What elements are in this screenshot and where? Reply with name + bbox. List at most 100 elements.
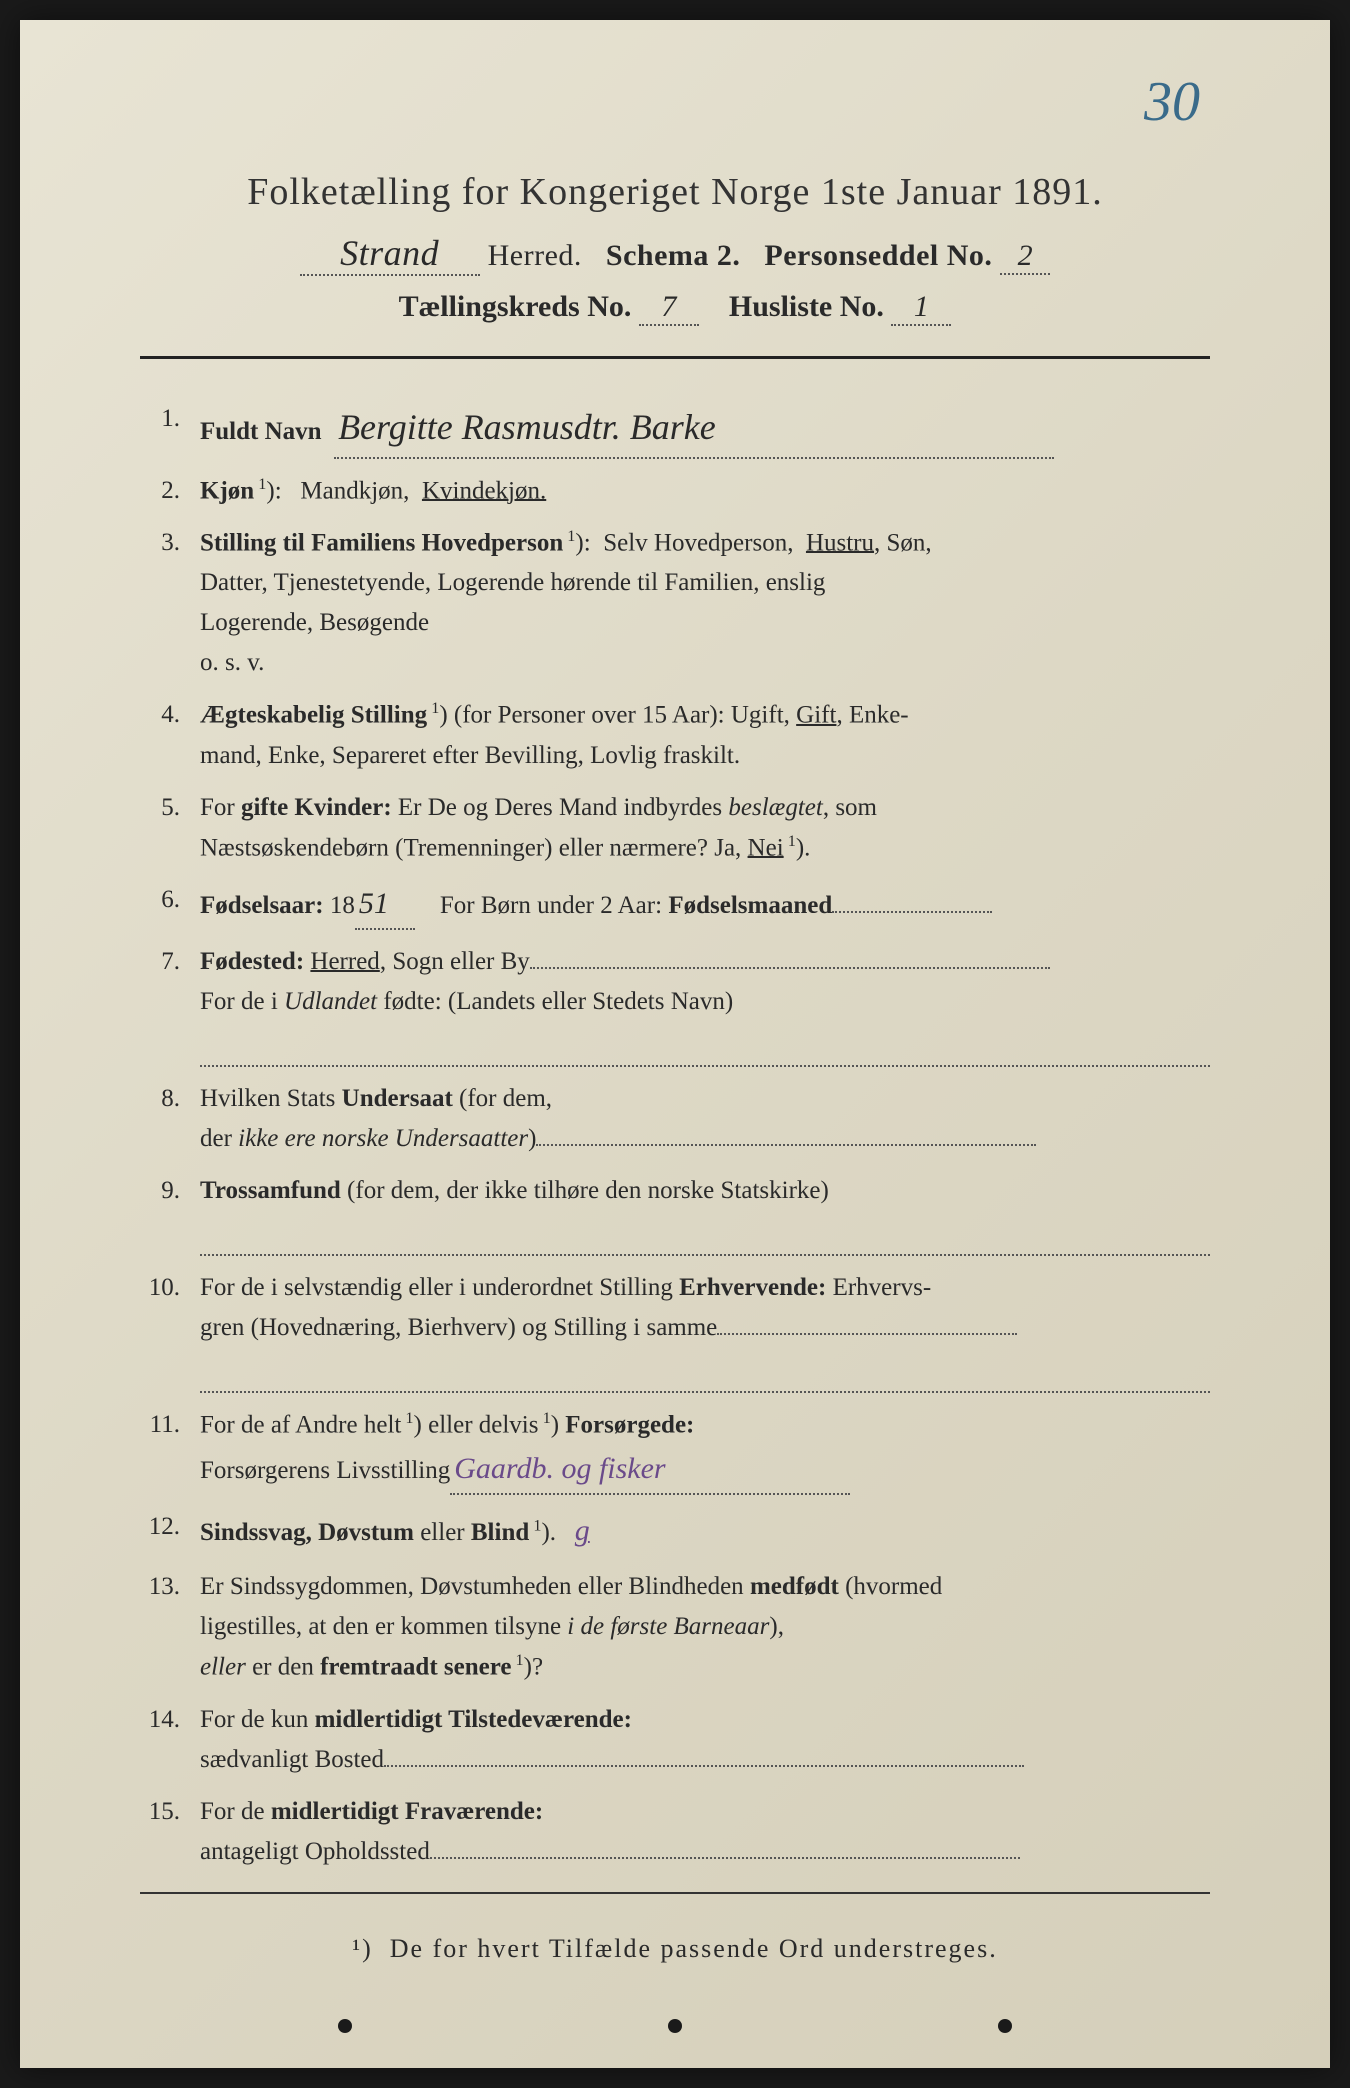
q12-value: g: [575, 1514, 590, 1547]
q5-e: , som: [823, 794, 877, 821]
herred-label: Herred.: [488, 239, 582, 272]
item-6: 6. Fødselsaar: 1851 For Børn under 2 Aar…: [140, 880, 1210, 930]
q2-label: Kjøn: [200, 477, 254, 504]
q8-a: Hvilken Stats: [200, 1085, 342, 1112]
kreds-value: 7: [661, 290, 676, 323]
q13-line3b: er den: [246, 1654, 320, 1681]
q5-c: Er De og Deres Mand indbyrdes: [392, 794, 729, 821]
q4-label: Ægteskabelig Stilling: [200, 702, 427, 729]
item-9: 9. Trossamfund (for dem, der ikke tilhør…: [140, 1171, 1210, 1256]
form-body: 1. Fuldt Navn Bergitte Rasmusdtr. Barke …: [140, 399, 1210, 1872]
q5-nei-selected: Nei: [748, 834, 784, 861]
q13-a: Er Sindssygdommen, Døvstumheden eller Bl…: [200, 1573, 750, 1600]
q8-line2b: ): [528, 1125, 536, 1152]
q3-line3: Logerende, Besøgende: [200, 609, 429, 636]
item-1: 1. Fuldt Navn Bergitte Rasmusdtr. Barke: [140, 399, 1210, 459]
q8-line2: der: [200, 1125, 238, 1152]
herred-value: Strand: [340, 233, 439, 273]
q3-hustru-selected: Hustru: [806, 529, 874, 556]
num-6: 6.: [140, 880, 200, 920]
item-2: 2. Kjøn 1): Mandkjøn, Kvindekjøn.: [140, 471, 1210, 511]
husliste-value: 1: [914, 290, 929, 323]
binding-holes: [140, 2019, 1210, 2033]
item-13: 13. Er Sindssygdommen, Døvstumheden elle…: [140, 1567, 1210, 1687]
hole-center: [668, 2019, 682, 2033]
q7-b: , Sogn eller By: [380, 948, 530, 975]
q10-c: Erhvervs-: [826, 1274, 931, 1301]
q14-a: For de kun: [200, 1706, 315, 1733]
num-1: 1.: [140, 399, 200, 439]
num-7: 7.: [140, 942, 200, 982]
q7-line2b: fødte: (Landets eller Stedets Navn): [377, 988, 733, 1015]
divider-bottom: [140, 1892, 1210, 1894]
q5-d: beslægtet: [728, 794, 822, 821]
q10-blank-line: [200, 1358, 1210, 1393]
hole-right: [998, 2019, 1012, 2033]
item-4: 4. Ægteskabelig Stilling 1) (for Persone…: [140, 695, 1210, 775]
item-7: 7. Fødested: Herred, Sogn eller By For d…: [140, 942, 1210, 1067]
personseddel-value: 2: [1018, 239, 1034, 272]
schema-label: Schema 2.: [606, 239, 741, 272]
q5-a: For: [200, 794, 241, 821]
q2-opt2-selected: Kvindekjøn.: [422, 477, 546, 504]
num-5: 5.: [140, 788, 200, 828]
item-3: 3. Stilling til Familiens Hovedperson 1)…: [140, 523, 1210, 683]
num-11: 11.: [140, 1405, 200, 1445]
q1-label: Fuldt Navn: [200, 418, 322, 445]
q13-line2a: ligestilles, at den er kommen tilsyne: [200, 1613, 567, 1640]
q13-line3c: fremtraadt senere: [320, 1654, 511, 1681]
q14-b: midlertidigt Tilstedeværende:: [315, 1706, 632, 1733]
item-10: 10. For de i selvstændig eller i underor…: [140, 1268, 1210, 1393]
q3-opts-a: Selv Hovedperson,: [603, 529, 793, 556]
q13-line2b: ),: [769, 1613, 784, 1640]
page-number-handwritten: 30: [1144, 70, 1200, 134]
item-5: 5. For gifte Kvinder: Er De og Deres Man…: [140, 788, 1210, 868]
q5-b: gifte Kvinder:: [241, 794, 392, 821]
q15-line2: antageligt Opholdssted: [200, 1838, 430, 1865]
q6-c: Fødselsmaaned: [668, 892, 832, 919]
q6-a: Fødselsaar:: [200, 892, 324, 919]
personseddel-label: Personseddel No.: [764, 239, 992, 272]
q8-line2i: ikke ere norske Undersaatter: [238, 1125, 528, 1152]
num-14: 14.: [140, 1700, 200, 1740]
q12-b: eller: [414, 1519, 471, 1546]
num-10: 10.: [140, 1268, 200, 1308]
q4-rest: , Enke-: [836, 702, 908, 729]
q10-b: Erhvervende:: [679, 1274, 826, 1301]
q7-blank-line: [200, 1032, 1210, 1067]
q3-line2: Datter, Tjenestetyende, Logerende hørend…: [200, 569, 825, 596]
q15-b: midlertidigt Fraværende:: [271, 1798, 543, 1825]
q2-opt1: Mandkjøn,: [300, 477, 409, 504]
q15-a: For de: [200, 1798, 271, 1825]
footnote-marker: ¹): [352, 1934, 372, 1963]
q3-label: Stilling til Familiens Hovedperson: [200, 529, 563, 556]
num-9: 9.: [140, 1171, 200, 1211]
q7-herred-selected: Herred: [310, 948, 379, 975]
q7-a: Fødested:: [200, 948, 304, 975]
q12-a: Sindssvag, Døvstum: [200, 1519, 414, 1546]
q11-c: Forsørgede:: [559, 1411, 694, 1438]
q12-c: Blind: [471, 1519, 529, 1546]
subtitle-row-2: Tællingskreds No. 7 Husliste No. 1: [140, 290, 1210, 326]
q9-b: (for dem, der ikke tilhøre den norske St…: [341, 1177, 829, 1204]
q4-line2: mand, Enke, Separeret efter Bevilling, L…: [200, 742, 740, 769]
num-15: 15.: [140, 1792, 200, 1832]
q13-line2i: i de første Barneaar: [567, 1613, 769, 1640]
footnote-text: De for hvert Tilfælde passende Ord under…: [390, 1934, 998, 1963]
form-header: Folketælling for Kongeriget Norge 1ste J…: [140, 170, 1210, 326]
q3-line4: o. s. v.: [200, 649, 264, 676]
q5-line2a: Næstsøskendebørn (Tremenninger) eller næ…: [200, 834, 748, 861]
q4-gift-selected: Gift: [796, 702, 836, 729]
q6-year-value: 51: [359, 887, 389, 920]
q8-c: (for dem,: [453, 1085, 552, 1112]
q11-b: eller delvis: [422, 1411, 539, 1438]
item-14: 14. For de kun midlertidigt Tilstedevære…: [140, 1700, 1210, 1780]
q10-a: For de i selvstændig eller i underordnet…: [200, 1274, 679, 1301]
item-11: 11. For de af Andre helt 1) eller delvis…: [140, 1405, 1210, 1495]
num-3: 3.: [140, 523, 200, 563]
divider-top: [140, 356, 1210, 359]
subtitle-row-1: Strand Herred. Schema 2. Personseddel No…: [140, 232, 1210, 276]
q13-b: medfødt: [750, 1573, 839, 1600]
q1-value: Bergitte Rasmusdtr. Barke: [338, 407, 716, 447]
num-2: 2.: [140, 471, 200, 511]
